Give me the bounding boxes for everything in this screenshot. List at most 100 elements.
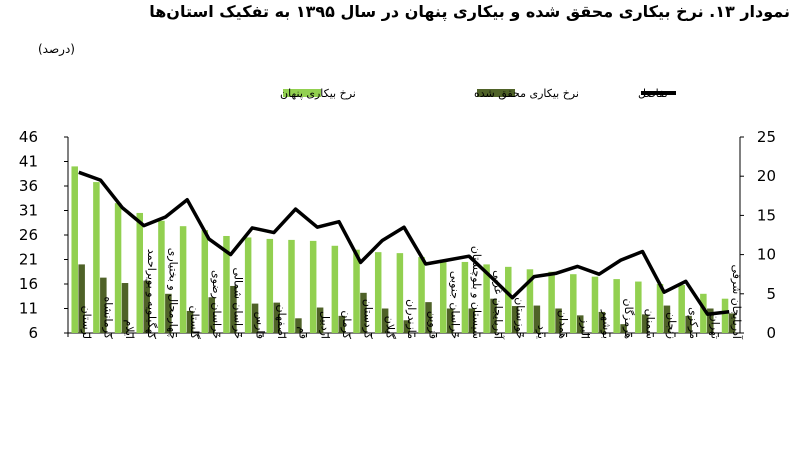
bar-realized-unemployment — [511, 306, 519, 333]
category-label: کهگیلویه و بویراحمد — [145, 249, 158, 340]
category-label: اردبیل — [318, 311, 331, 339]
y-left-tick-label: 11 — [19, 300, 38, 318]
bar-hidden-unemployment — [461, 261, 469, 333]
y-left-tick-label: 31 — [19, 202, 38, 220]
legend-swatch-realized — [477, 89, 515, 97]
category-label: کرمان — [340, 310, 353, 339]
y-left-tick-label: 26 — [19, 226, 38, 244]
category-label: قم — [297, 326, 310, 339]
category-label: خوزستان — [513, 297, 526, 339]
y-left-tick-label: 16 — [19, 275, 38, 293]
bar-realized-unemployment — [186, 310, 194, 333]
bar-hidden-unemployment — [353, 249, 360, 333]
bar-realized-unemployment — [620, 324, 627, 333]
category-label: گیلان — [383, 316, 396, 340]
y-right-tick-label: 0 — [766, 324, 776, 342]
category-label: ایلام — [123, 320, 136, 340]
bar-hidden-unemployment — [505, 266, 512, 333]
y-left-tick-label: 41 — [19, 153, 38, 171]
category-label: قزوین — [427, 311, 440, 339]
chart-title: نمودار ۱۳. نرخ بیکاری محقق شده و بیکاری … — [149, 2, 790, 21]
plot-area: 6 11 16 21 26 31 36 41 46 0 5 10 15 20 25 لرستان کرمانشا… — [19, 128, 776, 342]
bar-hidden-unemployment — [418, 257, 425, 333]
legend: نرخ بیکاری پنهان نرخ بیکاری محقق شده تفا… — [280, 87, 676, 101]
y-right-tick-label: 20 — [757, 167, 776, 185]
difference-line — [78, 170, 730, 316]
y-right-tick-label: 15 — [757, 206, 776, 224]
bar-realized-unemployment — [707, 308, 714, 333]
category-label: خراسان شمالی — [232, 267, 245, 339]
bar-realized-unemployment — [295, 318, 302, 333]
bar-hidden-unemployment — [93, 182, 100, 333]
bar-realized-unemployment — [468, 308, 476, 333]
y-left-tick-label: 36 — [19, 177, 38, 195]
bar-realized-unemployment — [576, 315, 584, 333]
bar-realized-unemployment — [78, 264, 85, 333]
bar-realized-unemployment — [403, 320, 411, 333]
category-label: بوشهر — [600, 309, 613, 339]
bar-hidden-unemployment — [526, 269, 534, 333]
bar-realized-unemployment — [685, 315, 692, 333]
bar-hidden-unemployment — [244, 237, 252, 333]
bar-hidden-unemployment — [548, 271, 555, 333]
bar-realized-unemployment — [425, 302, 432, 333]
bar-hidden-unemployment — [158, 220, 165, 333]
category-label: یزد — [535, 325, 548, 339]
y-left-tick-label: 21 — [19, 251, 38, 269]
bar-hidden-unemployment — [721, 298, 729, 333]
bar-hidden-unemployment — [591, 276, 599, 333]
bar-realized-unemployment — [663, 305, 671, 333]
bar-realized-unemployment — [100, 277, 107, 333]
bar-hidden-unemployment — [635, 281, 642, 333]
legend-swatch-hidden — [283, 89, 321, 97]
category-label: فارس — [253, 312, 266, 339]
bar-hidden-unemployment — [678, 284, 685, 333]
bar-hidden-unemployment — [114, 203, 122, 333]
y-right-tick-label: 25 — [757, 128, 776, 146]
bar-hidden-unemployment — [439, 259, 447, 333]
bar-hidden-unemployment — [700, 293, 707, 333]
bar-realized-unemployment — [446, 308, 454, 333]
category-label: کرمانشاه — [102, 296, 115, 339]
bar-hidden-unemployment — [396, 253, 404, 333]
category-label: خراسان رضوی — [210, 270, 223, 339]
bar-hidden-unemployment — [483, 264, 490, 333]
bar-realized-unemployment — [360, 292, 367, 333]
bar-hidden-unemployment — [613, 279, 620, 333]
bar-hidden-unemployment — [223, 235, 230, 333]
bar-realized-unemployment — [338, 315, 346, 333]
bar-hidden-unemployment — [288, 239, 295, 333]
unit-note: (درصد) — [38, 42, 75, 56]
category-label: همدان — [557, 310, 570, 339]
category-label: مازندران — [405, 299, 418, 339]
legend-label-realized: نرخ بیکاری محقق شده — [474, 87, 579, 101]
y-right-tick-label: 5 — [766, 285, 776, 303]
bar-realized-unemployment — [381, 308, 389, 333]
category-label: تهران — [708, 314, 721, 339]
bar-realized-unemployment — [273, 302, 281, 333]
bar-hidden-unemployment — [331, 245, 339, 333]
category-label: هرمزگان — [622, 299, 635, 340]
bar-hidden-unemployment — [201, 230, 209, 333]
bar-realized-unemployment — [251, 303, 259, 333]
category-label: خراسان جنوبی — [448, 271, 461, 339]
category-label: مرکزی — [687, 307, 700, 339]
bar-realized-unemployment — [165, 293, 172, 333]
bar-realized-unemployment — [208, 297, 215, 333]
legend-label-difference: تفاضل — [638, 87, 668, 100]
y-right-tick-label: 10 — [757, 246, 776, 264]
bar-realized-unemployment — [121, 283, 129, 333]
category-label: کردستان — [362, 299, 375, 340]
bar-hidden-unemployment — [179, 226, 187, 333]
bar-hidden-unemployment — [656, 284, 664, 333]
category-label: سیستان و بلوچستان — [470, 246, 483, 339]
y-left-tick-label: 46 — [19, 128, 38, 146]
bar-hidden-unemployment — [309, 240, 317, 333]
y-left-tick-label: 6 — [28, 324, 38, 342]
bar-realized-unemployment — [728, 313, 736, 333]
bar-hidden-unemployment — [136, 212, 144, 333]
category-label: لرستان — [80, 306, 93, 339]
bar-realized-unemployment — [230, 285, 237, 333]
category-label: گلستان — [188, 306, 201, 340]
